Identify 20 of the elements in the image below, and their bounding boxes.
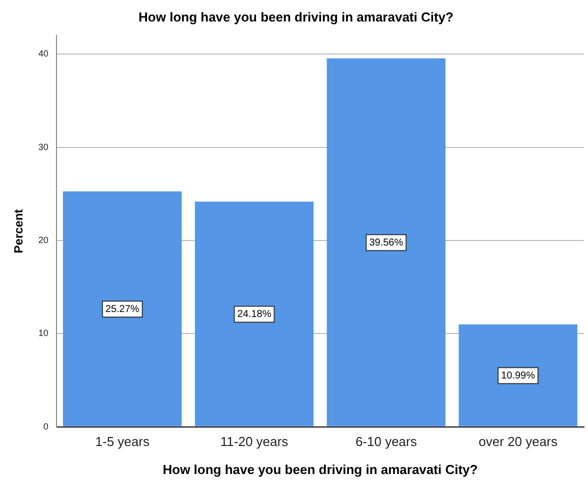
bar (63, 191, 182, 426)
x-tick-label: over 20 years (478, 434, 558, 450)
y-tick-label: 40 (38, 48, 48, 59)
chart-title: How long have you been driving in amaravati City? (138, 9, 454, 24)
y-tick-label: 30 (38, 142, 48, 152)
y-axis-title: Percent (12, 209, 26, 254)
data-label: 39.56% (369, 237, 404, 248)
data-label: 24.18% (237, 308, 272, 320)
y-tick-label: 0 (43, 421, 48, 432)
bar (326, 58, 446, 426)
x-tick-label: 1-5 years (95, 434, 150, 450)
data-label: 10.99% (501, 370, 536, 382)
y-tick-label: 20 (38, 235, 48, 245)
x-tick-label: 11-20 years (220, 434, 289, 450)
x-axis-title: How long have you been driving in amaravati City? (162, 462, 478, 477)
data-label: 25.27% (105, 304, 140, 315)
bar (458, 324, 578, 426)
y-tick-label: 10 (38, 328, 48, 338)
bar (194, 202, 314, 426)
x-tick-label: 6-10 years (355, 434, 418, 450)
